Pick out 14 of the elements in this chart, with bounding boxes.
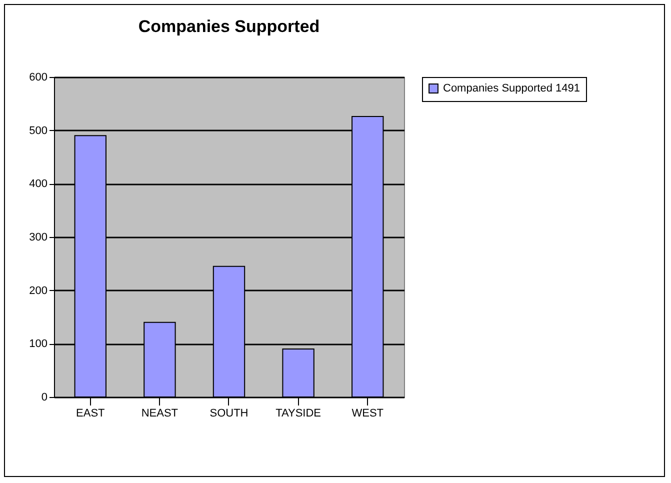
y-tick-label: 0 — [41, 392, 48, 404]
legend-label: Companies Supported 1491 — [443, 82, 580, 94]
x-tick-label: NEAST — [141, 408, 178, 420]
x-tick-label: SOUTH — [210, 408, 248, 420]
y-tick-label: 300 — [29, 232, 48, 244]
x-tick-label: TAYSIDE — [276, 408, 322, 420]
y-tick-label: 200 — [29, 284, 48, 297]
y-tick-label: 100 — [29, 338, 48, 350]
chart-title: Companies Supported — [138, 17, 320, 36]
y-tick-label: 600 — [29, 72, 48, 84]
y-tick-label: 500 — [29, 124, 48, 137]
x-tick-label: EAST — [76, 408, 106, 420]
x-tick-label: WEST — [352, 408, 384, 420]
y-tick-label: 400 — [29, 178, 48, 190]
